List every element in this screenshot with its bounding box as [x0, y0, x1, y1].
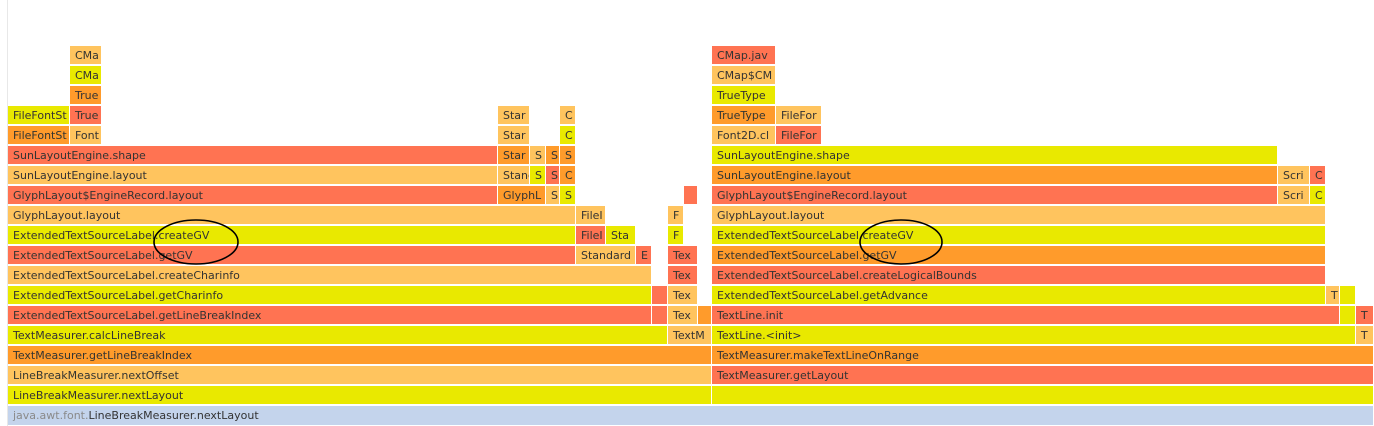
f-f-a[interactable]: F — [668, 226, 684, 245]
f-font2d[interactable]: Font2D.cl — [712, 126, 776, 145]
f-star-a[interactable]: Star — [498, 146, 530, 165]
f-s-a[interactable]: S — [546, 186, 560, 205]
f-etsl-getgv-a[interactable]: ExtendedTextSourceLabel.getGV — [8, 246, 576, 265]
f-filefontst-a[interactable]: FileFontSt — [8, 126, 70, 145]
f-lbm-nextoffset[interactable]: LineBreakMeasurer.nextOffset — [8, 366, 712, 385]
f-tex-d[interactable]: Tex — [668, 246, 698, 265]
f-truetype-a[interactable]: TrueType — [712, 106, 776, 125]
f-orange-698-r15[interactable] — [698, 306, 712, 325]
f-etsl-creategv-b[interactable]: ExtendedTextSourceLabel.createGV — [712, 226, 1326, 245]
root-method-label: LineBreakMeasurer.nextLayout — [88, 409, 259, 422]
f-sle-layout-b[interactable]: SunLayoutEngine.layout — [712, 166, 1278, 185]
f-sta-a[interactable]: Sta — [606, 226, 636, 245]
f-etsl-createcharinfo[interactable]: ExtendedTextSourceLabel.createCharinfo — [8, 266, 652, 285]
f-filefor-a[interactable]: FileFor — [776, 126, 822, 145]
f-scri-a[interactable]: Scri — [1278, 186, 1310, 205]
f-tm-maketextline[interactable]: TextMeasurer.makeTextLineOnRange — [712, 346, 1374, 365]
f-star-c[interactable]: Star — [498, 106, 530, 125]
f-textline-init-ctor[interactable]: TextLine.<init> — [712, 326, 1356, 345]
f-ger-layout-a[interactable]: GlyphLayout$EngineRecord.layout — [8, 186, 498, 205]
f-lbm-nextlayout-b[interactable] — [712, 386, 1374, 405]
f-tex-a[interactable]: Tex — [668, 306, 698, 325]
f-standard-a[interactable]: Standard — [576, 246, 636, 265]
f-font-a[interactable]: Font — [70, 126, 102, 145]
f-cma-a[interactable]: CMa — [70, 66, 102, 85]
f-yellow-1340-r14[interactable] — [1340, 286, 1356, 305]
f-tm-getlayout[interactable]: TextMeasurer.getLayout — [712, 366, 1374, 385]
f-sle-shape-a[interactable]: SunLayoutEngine.shape — [8, 146, 498, 165]
f-true-b[interactable]: True — [70, 86, 102, 105]
f-c-a[interactable]: C — [1310, 186, 1326, 205]
f-ger-layout-b[interactable]: GlyphLayout$EngineRecord.layout — [712, 186, 1278, 205]
f-tm-calclinebreak[interactable]: TextMeasurer.calcLineBreak — [8, 326, 668, 345]
f-s-c[interactable]: S — [530, 166, 546, 185]
f-f-b[interactable]: F — [668, 206, 684, 225]
left-edge-line — [7, 0, 8, 426]
root-package-label: java.awt.font. — [13, 409, 89, 422]
f-s-e[interactable]: S — [530, 146, 546, 165]
f-true-a[interactable]: True — [70, 106, 102, 125]
f-tex-c[interactable]: Tex — [668, 266, 698, 285]
f-sle-layout-a[interactable]: SunLayoutEngine.layout — [8, 166, 498, 185]
f-cmap-jav[interactable]: CMap.jav — [712, 46, 776, 65]
f-tm-getlinebreakindex[interactable]: TextMeasurer.getLineBreakIndex — [8, 346, 712, 365]
f-filefontst-b[interactable]: FileFontSt — [8, 106, 70, 125]
f-s-f[interactable]: S — [546, 146, 560, 165]
f-cma-b[interactable]: CMa — [70, 46, 102, 65]
f-filel-a[interactable]: FileI — [576, 226, 606, 245]
f-yellow-1340-r15[interactable] — [1340, 306, 1356, 325]
f-etsl-createlogicalbounds[interactable]: ExtendedTextSourceLabel.createLogicalBou… — [712, 266, 1326, 285]
f-standa[interactable]: Standa — [498, 166, 530, 185]
f-glyphlayout-layout-a[interactable]: GlyphLayout.layout — [8, 206, 576, 225]
f-s-b[interactable]: S — [560, 186, 576, 205]
f-c-c[interactable]: C — [1310, 166, 1326, 185]
f-etsl-creategv-a[interactable]: ExtendedTextSourceLabel.createGV — [8, 226, 576, 245]
f-tex-b[interactable]: Tex — [668, 286, 698, 305]
f-truetype-b[interactable]: TrueType — [712, 86, 776, 105]
f-etsl-getlbi[interactable]: ExtendedTextSourceLabel.getLineBreakInde… — [8, 306, 652, 325]
f-e-a[interactable]: E — [636, 246, 652, 265]
f-red-684-r9[interactable] — [684, 186, 698, 205]
f-red-652-r14[interactable] — [652, 286, 668, 305]
f-c-b[interactable]: C — [560, 166, 576, 185]
f-etsl-getcharinfo[interactable]: ExtendedTextSourceLabel.getCharinfo — [8, 286, 652, 305]
f-glyphlayout-layout-b[interactable]: GlyphLayout.layout — [712, 206, 1326, 225]
f-s-d[interactable]: S — [546, 166, 560, 185]
f-etsl-getgv-b[interactable]: ExtendedTextSourceLabel.getGV — [712, 246, 1326, 265]
f-glyphl[interactable]: GlyphL — [498, 186, 546, 205]
f-filel-b[interactable]: FileI — [576, 206, 606, 225]
f-textm[interactable]: TextM — [668, 326, 712, 345]
f-c-e[interactable]: C — [560, 106, 576, 125]
frame-root[interactable]: java.awt.font.LineBreakMeasurer.nextLayo… — [8, 406, 1374, 426]
f-c-d[interactable]: C — [560, 126, 576, 145]
f-t-b[interactable]: T — [1356, 306, 1374, 325]
f-scri-b[interactable]: Scri — [1278, 166, 1310, 185]
f-star-b[interactable]: Star — [498, 126, 530, 145]
f-cmap-cm[interactable]: CMap$CM — [712, 66, 776, 85]
f-t-c[interactable]: T — [1326, 286, 1340, 305]
f-filefor-b[interactable]: FileFor — [776, 106, 822, 125]
f-lbm-nextlayout-a[interactable]: LineBreakMeasurer.nextLayout — [8, 386, 712, 405]
f-t-a[interactable]: T — [1356, 326, 1374, 345]
f-etsl-getadvance[interactable]: ExtendedTextSourceLabel.getAdvance — [712, 286, 1326, 305]
f-s-g[interactable]: S — [560, 146, 576, 165]
f-orange-652-r15[interactable] — [652, 306, 668, 325]
f-sle-shape-b[interactable]: SunLayoutEngine.shape — [712, 146, 1278, 165]
f-textline-init[interactable]: TextLine.init — [712, 306, 1340, 325]
